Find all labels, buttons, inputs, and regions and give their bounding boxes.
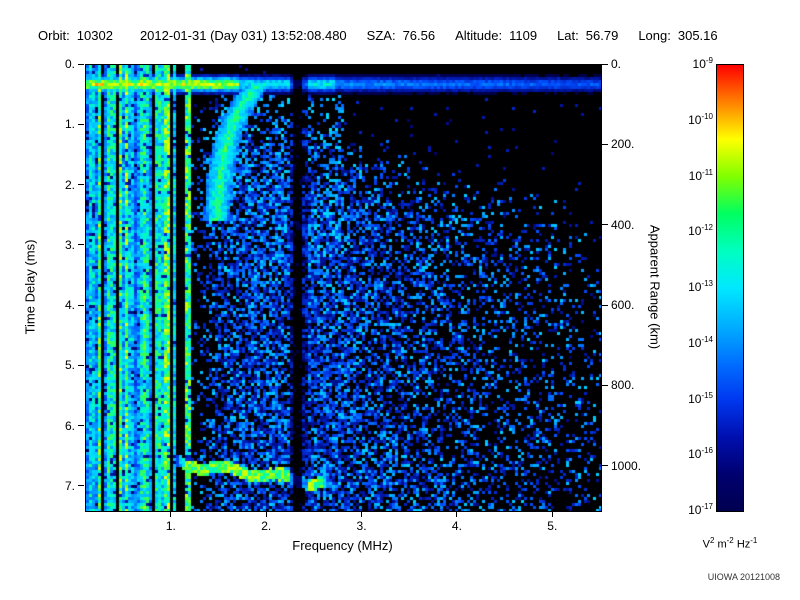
x-tick — [551, 511, 553, 517]
spectrogram-canvas — [86, 65, 601, 511]
y-tick-left — [78, 184, 84, 186]
x-tick-label: 1. — [165, 519, 176, 533]
colorbar-tick-label: 10-17 — [688, 502, 713, 517]
y-tick-right-label: 1000. — [611, 458, 642, 473]
colorbar-tick-label: 10-10 — [688, 111, 713, 127]
y-tick-left-label: 5. — [64, 358, 75, 373]
x-tick-label: 3. — [356, 519, 367, 533]
x-axis-label-frequency: Frequency (MHz) — [292, 538, 393, 553]
y-tick-right — [602, 465, 608, 467]
datetime-value: 2012-01-31 (Day 031) 13:52:08.480 — [139, 28, 347, 43]
x-tick — [170, 511, 172, 517]
y-tick-left-label: 2. — [64, 177, 75, 192]
y-tick-right — [602, 224, 608, 226]
header-field-sza: SZA: 76.56 — [367, 28, 435, 43]
y-tick-left — [78, 364, 84, 366]
colorbar — [716, 64, 744, 512]
y-tick-left-label: 3. — [64, 237, 75, 252]
y-tick-left — [78, 485, 84, 487]
colorbar-tick-label: 10-11 — [688, 167, 713, 183]
header-field-datetime: 2012-01-31 (Day 031) 13:52:08.480 — [133, 28, 347, 43]
y-tick-right-label: 0. — [611, 57, 622, 71]
x-tick — [361, 511, 363, 517]
x-tick-label: 4. — [451, 519, 462, 533]
y-tick-right — [602, 143, 608, 145]
header-field-long: Long: 305.16 — [638, 28, 717, 43]
y-axis-label-apparent-range: Apparent Range (km) — [647, 224, 663, 350]
colorbar-tick-label: 10-16 — [688, 446, 713, 462]
lat-value: 56.79 — [585, 28, 619, 43]
y-tick-left-label: 6. — [64, 418, 75, 433]
y-tick-left-label: 7. — [64, 478, 75, 493]
y-tick-right-label: 800. — [611, 378, 635, 393]
orbit-label: Orbit: — [38, 28, 70, 43]
sza-value: 76.56 — [402, 28, 436, 43]
y-tick-left — [78, 63, 84, 65]
y-axis-label-time-delay: Time Delay (ms) — [22, 239, 38, 335]
header-field-lat: Lat: 56.79 — [557, 28, 618, 43]
y-tick-left — [78, 304, 84, 306]
colorbar-tick-label: 10-14 — [688, 334, 713, 350]
y-tick-right-label: 600. — [611, 298, 635, 313]
x-tick — [265, 511, 267, 517]
long-value: 305.16 — [677, 28, 718, 43]
header-field-altitude: Altitude: 1109 — [455, 28, 537, 43]
colorbar-tick-label: 10-9 — [692, 56, 713, 71]
long-label: Long: — [638, 28, 671, 43]
header-field-orbit: Orbit: 10302 — [38, 28, 113, 43]
spectrogram-plot — [85, 64, 602, 512]
x-tick-label: 5. — [547, 519, 558, 533]
orbit-value: 10302 — [76, 28, 113, 43]
y-tick-right — [602, 304, 608, 306]
y-tick-left-label: 0. — [64, 57, 75, 71]
credit-text: UIOWA 20121008 — [707, 572, 780, 582]
colorbar-tick-label: 10-12 — [688, 223, 713, 239]
colorbar-unit-label: V2 m-2 Hz-1 — [702, 536, 758, 551]
y-tick-right-label: 200. — [611, 137, 635, 152]
header-info: Orbit: 10302 2012-01-31 (Day 031) 13:52:… — [38, 28, 783, 43]
y-tick-left-label: 1. — [64, 117, 75, 132]
altitude-value: 1109 — [509, 28, 538, 43]
y-tick-left — [78, 244, 84, 246]
colorbar-tick-label: 10-13 — [688, 279, 713, 294]
y-tick-left-label: 4. — [64, 298, 75, 313]
colorbar-tick-label: 10-15 — [688, 390, 713, 406]
x-tick-label: 2. — [261, 519, 272, 533]
y-tick-right — [602, 384, 608, 386]
y-tick-left — [78, 425, 84, 427]
y-tick-right-label: 400. — [611, 217, 635, 232]
y-tick-left — [78, 123, 84, 125]
lat-label: Lat: — [557, 28, 579, 43]
y-tick-right — [602, 63, 608, 65]
sza-label: SZA: — [366, 28, 396, 43]
x-tick — [456, 511, 458, 517]
altitude-label: Altitude: — [455, 28, 503, 43]
